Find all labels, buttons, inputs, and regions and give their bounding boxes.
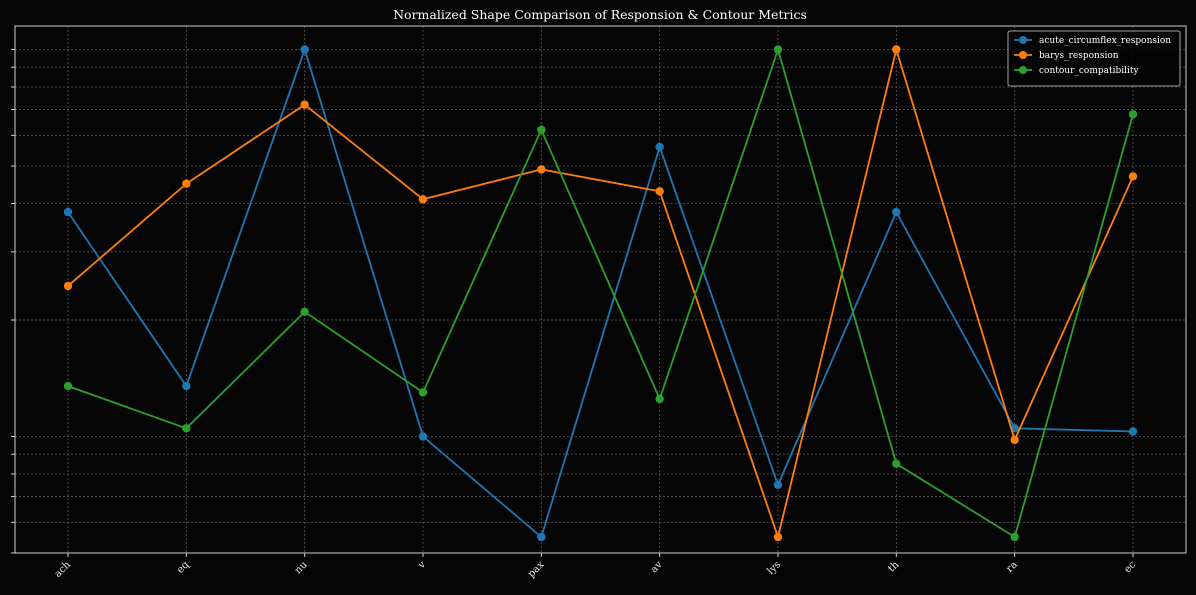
data-point: [182, 424, 191, 433]
data-point: [537, 165, 546, 174]
data-point: [300, 100, 309, 109]
data-point: [773, 532, 783, 542]
data-point: [892, 459, 901, 469]
data-point: [773, 45, 783, 54]
series-line: [67, 46, 1134, 541]
data-point: [892, 45, 901, 54]
data-point: [63, 281, 73, 291]
data-point: [63, 207, 73, 217]
data-point: [892, 207, 901, 217]
legend-marker: [1019, 66, 1027, 74]
data-point: [773, 480, 783, 490]
grid: [15, 26, 1186, 554]
y-axis-ticks: [11, 48, 15, 554]
data-point: [1010, 532, 1019, 542]
legend-label: contour_compatibility: [1039, 66, 1140, 76]
series-line: [67, 46, 1134, 539]
series-acute_circumflex_responsion: [63, 45, 1138, 542]
chart-title: Normalized Shape Comparison of Responsio…: [393, 7, 807, 22]
series-line: [67, 46, 1134, 539]
legend[interactable]: acute_circumflex_responsion barys_respons…: [1007, 30, 1181, 87]
data-point: [537, 125, 546, 135]
legend-item[interactable]: barys_responsion: [1014, 51, 1119, 61]
data-point: [655, 394, 664, 404]
data-point: [182, 179, 191, 188]
legend-box: [1007, 30, 1181, 87]
data-point: [418, 388, 428, 397]
legend-item[interactable]: contour_compatibility: [1014, 66, 1140, 76]
series-layer: [63, 45, 1138, 542]
legend-label: barys_responsion: [1039, 51, 1119, 61]
data-point: [655, 142, 664, 152]
data-point: [1128, 427, 1138, 436]
legend-label: acute_circumflex_responsion: [1039, 36, 1171, 46]
data-point: [1128, 172, 1138, 181]
data-point: [537, 532, 546, 542]
data-point: [418, 195, 428, 204]
data-point: [655, 187, 664, 196]
data-point: [63, 381, 73, 391]
legend-marker: [1019, 36, 1027, 44]
data-point: [300, 307, 309, 316]
data-point: [1128, 110, 1138, 119]
data-point: [418, 432, 428, 441]
data-point: [182, 381, 191, 391]
series-contour_compatibility: [63, 45, 1138, 542]
data-point: [300, 45, 309, 54]
legend-marker: [1019, 51, 1027, 59]
legend-item[interactable]: acute_circumflex_responsion: [1014, 36, 1171, 46]
data-point: [1010, 435, 1019, 445]
plot-frame: [14, 25, 1187, 554]
series-barys_responsion: [63, 45, 1138, 542]
